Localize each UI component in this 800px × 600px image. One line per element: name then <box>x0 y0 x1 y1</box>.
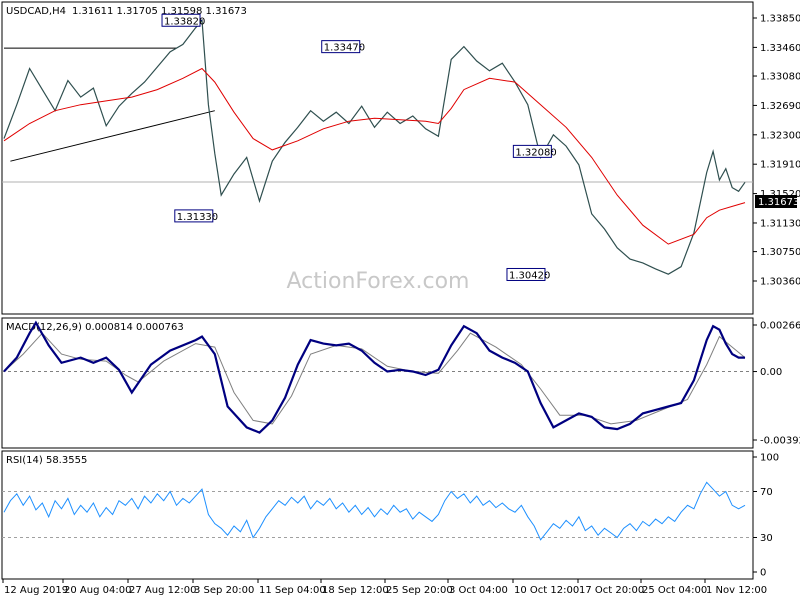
current-price-badge <box>755 195 797 208</box>
price-annotation: 1.33470 <box>321 40 365 54</box>
x-tick-label: 25 Oct 04:00 <box>642 585 707 596</box>
annotation-box <box>161 13 201 27</box>
price-y-tick-label: 1.31910 <box>760 160 800 171</box>
symbol-label: USDCAD,H4 1.31611 1.31705 1.31598 1.31673 <box>6 6 247 17</box>
rsi-y-tick-label: 70 <box>760 487 773 498</box>
price-y-tick-label: 1.31520 <box>760 189 800 200</box>
annotation-box <box>174 209 214 223</box>
price-annotation: 1.33820 <box>161 13 205 27</box>
rsi-panel-frame <box>1 450 754 580</box>
watermark: ActionForex.com <box>287 269 470 294</box>
moving-average-line <box>3 67 746 245</box>
price-y-tick-label: 1.33080 <box>760 72 800 83</box>
price-y-tick-label: 1.33460 <box>760 43 800 54</box>
annotation-label: 1.33470 <box>324 43 365 54</box>
macd-label: MACD(12,26,9) 0.000814 0.000763 <box>6 322 184 333</box>
macd-y-tick-label: -0.003922 <box>760 436 800 447</box>
x-tick-label: 27 Aug 12:00 <box>129 585 196 596</box>
macd-panel-frame <box>1 317 754 449</box>
price-y-tick-label: 1.31130 <box>760 218 800 229</box>
macd-panel: MACD(12,26,9) 0.000814 0.000763 0.002667… <box>1 317 800 449</box>
price-y-axis: 1.33850 1.33460 1.33080 1.32690 1.32300 1.319… <box>753 14 800 288</box>
x-tick-label: 11 Sep 04:00 <box>259 585 326 596</box>
price-annotation: 1.31330 <box>174 209 218 223</box>
price-y-tick-label: 1.32690 <box>760 101 800 112</box>
x-tick-label: 20 Aug 04:00 <box>64 585 131 596</box>
annotation-label: 1.32080 <box>515 147 556 158</box>
price-panel-frame <box>1 1 754 315</box>
annotation-box <box>512 144 552 158</box>
macd-y-axis: 0.002667 0.00 -0.003922 <box>753 321 800 447</box>
rsi-label: RSI(14) 58.3555 <box>6 455 87 466</box>
rsi-y-tick-label: 30 <box>760 533 773 544</box>
rsi-line <box>3 481 746 541</box>
rsi-y-tick-label: 100 <box>760 453 779 464</box>
price-series <box>3 18 746 275</box>
x-tick-label: 3 Sep 20:00 <box>194 585 254 596</box>
annotation-label: 1.31330 <box>177 212 218 223</box>
x-tick-label: 25 Sep 20:00 <box>386 585 453 596</box>
macd-line <box>3 320 745 434</box>
annotation-label: 1.30420 <box>509 270 550 281</box>
macd-signal-line <box>3 332 746 425</box>
price-panel: USDCAD,H4 1.31611 1.31705 1.31598 1.31673… <box>1 1 800 315</box>
x-tick-label: 1 Nov 12:00 <box>706 585 767 596</box>
channel-lower-line <box>10 110 215 162</box>
current-price-text: 1.31673 <box>758 197 799 208</box>
macd-y-tick-label: 0.00 <box>760 367 782 378</box>
rsi-y-axis: 100 70 30 0 <box>753 453 779 579</box>
price-annotations: 1.33820 1.31330 1.33470 1.32080 1.30420 <box>161 13 557 281</box>
annotation-label: 1.33820 <box>164 16 205 27</box>
annotation-box <box>506 267 546 281</box>
x-tick-label: 18 Sep 12:00 <box>322 585 389 596</box>
annotation-box <box>321 40 361 54</box>
rsi-panel: RSI(14) 58.3555 100 70 30 0 <box>1 450 779 580</box>
price-y-tick-label: 1.32300 <box>760 130 800 141</box>
rsi-y-tick-label: 0 <box>760 568 766 579</box>
price-y-tick-label: 1.30750 <box>760 247 800 258</box>
price-annotation: 1.30420 <box>506 267 550 281</box>
price-y-tick-label: 1.30360 <box>760 277 800 288</box>
x-tick-label: 3 Oct 04:00 <box>449 585 508 596</box>
x-tick-label: 17 Oct 20:00 <box>579 585 644 596</box>
x-tick-label: 10 Oct 12:00 <box>514 585 579 596</box>
price-annotation: 1.32080 <box>512 144 557 158</box>
macd-y-tick-label: 0.002667 <box>760 321 800 332</box>
x-tick-label: 12 Aug 2019 <box>4 585 68 596</box>
price-y-tick-label: 1.33850 <box>760 14 800 25</box>
